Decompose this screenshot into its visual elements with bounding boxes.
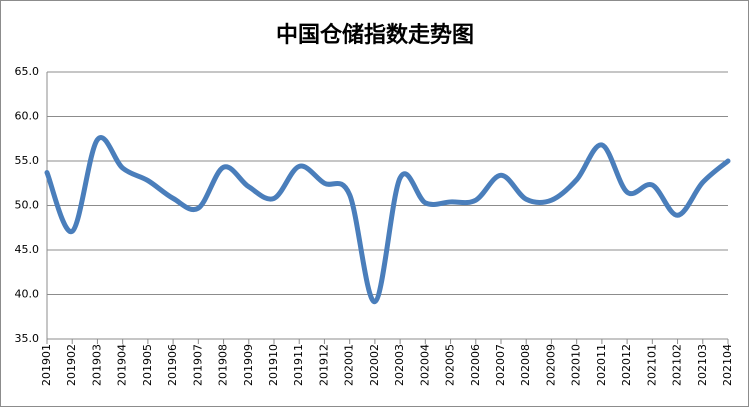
x-tick-label: 202102 <box>671 344 684 386</box>
y-tick-label: 60.0 <box>15 110 40 123</box>
x-tick-label: 201906 <box>166 344 179 386</box>
x-tick-label: 201907 <box>191 344 204 386</box>
x-tick-label: 202009 <box>544 344 557 386</box>
data-line <box>44 135 731 305</box>
y-tick-label: 50.0 <box>15 199 40 212</box>
x-tick-label: 202104 <box>721 344 734 386</box>
x-tick-label: 201909 <box>242 344 255 386</box>
x-tick-label: 201908 <box>217 344 230 386</box>
x-tick-label: 202005 <box>444 344 457 386</box>
x-tick-label: 202004 <box>418 344 431 386</box>
x-tick-label: 201911 <box>292 344 305 386</box>
x-tick-label: 202001 <box>343 344 356 386</box>
x-tick-label: 201905 <box>141 344 154 386</box>
x-tick-label: 202008 <box>519 344 532 386</box>
x-tick-label: 202010 <box>570 344 583 386</box>
y-tick-label: 40.0 <box>15 288 40 301</box>
x-tick-label: 202007 <box>494 344 507 386</box>
x-tick-label: 201912 <box>317 344 330 386</box>
x-tick-label: 202011 <box>595 344 608 386</box>
y-tick-label: 65.0 <box>15 65 40 78</box>
chart-title: 中国仓储指数走势图 <box>276 22 474 48</box>
x-tick-label: 201902 <box>65 344 78 386</box>
x-tick-label: 202003 <box>393 344 406 386</box>
x-tick-label: 202002 <box>368 344 381 386</box>
x-tick-label: 202101 <box>645 344 658 386</box>
x-tick-label: 201910 <box>267 344 280 386</box>
x-tick-label: 201903 <box>90 344 103 386</box>
x-tick-label: 201904 <box>116 344 129 386</box>
x-tick-label: 202012 <box>620 344 633 386</box>
y-tick-label: 45.0 <box>15 243 40 256</box>
y-tick-label: 35.0 <box>15 332 40 345</box>
x-tick-label: 202006 <box>469 344 482 386</box>
x-tick-label: 201901 <box>40 344 53 386</box>
x-tick-label: 202103 <box>696 344 709 386</box>
y-tick-label: 55.0 <box>15 154 40 167</box>
